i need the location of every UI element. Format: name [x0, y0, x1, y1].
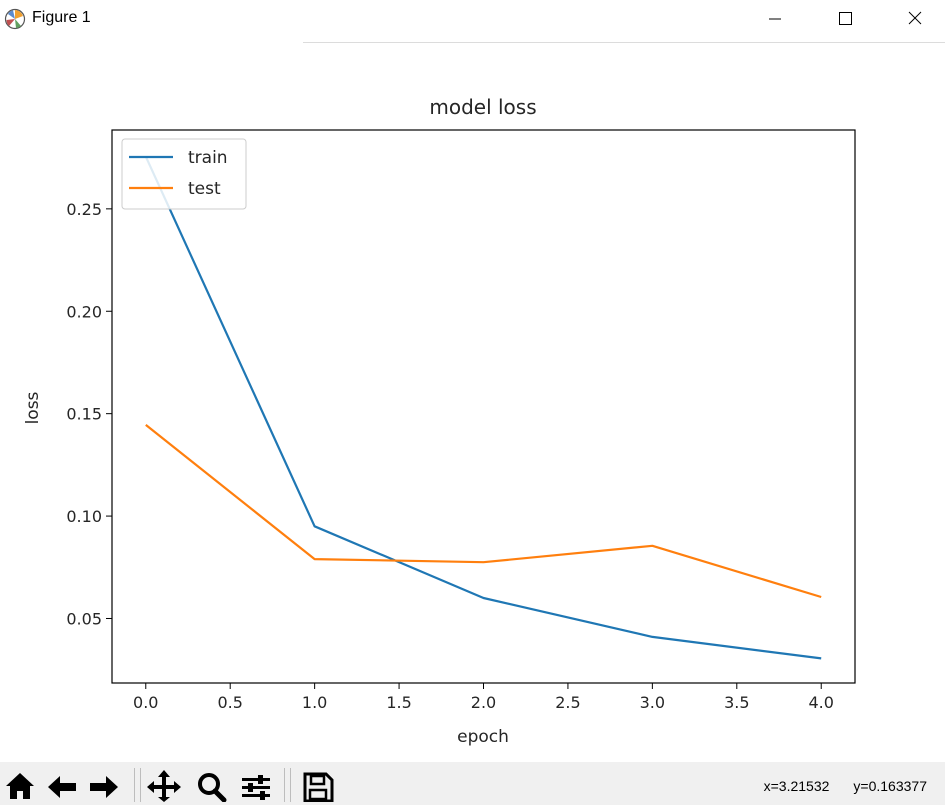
- x-tick-label: 0.5: [217, 693, 242, 712]
- toolbar-separator: [140, 768, 141, 802]
- x-tick-label: 0.0: [133, 693, 158, 712]
- cursor-y-readout: y=0.163377: [853, 778, 927, 794]
- window-title: Figure 1: [32, 9, 91, 26]
- y-tick-label: 0.15: [66, 405, 102, 424]
- chart-title: model loss: [429, 95, 536, 119]
- maximize-button[interactable]: [822, 0, 868, 38]
- y-axis-label: loss: [23, 391, 43, 424]
- x-tick-label: 3.0: [640, 693, 665, 712]
- y-tick-label: 0.20: [66, 302, 102, 321]
- cursor-x-readout: x=3.21532: [763, 778, 830, 794]
- x-tick-label: 3.5: [724, 693, 749, 712]
- y-axis: 0.05 0.10 0.15 0.20 0.25: [66, 200, 112, 628]
- back-arrow-icon[interactable]: [44, 766, 80, 802]
- legend-label-train: train: [188, 148, 228, 168]
- x-tick-label: 1.0: [302, 693, 327, 712]
- title-bar-divider: [303, 42, 945, 43]
- x-tick-label: 1.5: [386, 693, 411, 712]
- close-button[interactable]: [892, 0, 938, 38]
- zoom-icon[interactable]: [194, 766, 230, 802]
- y-tick-label: 0.10: [66, 507, 102, 526]
- title-bar: Figure 1: [0, 0, 945, 42]
- pan-icon[interactable]: [146, 766, 182, 802]
- configure-subplots-icon[interactable]: [238, 766, 274, 802]
- x-axis: 0.0 0.5 1.0 1.5 2.0 2.5 3.0 3.5 4.0: [133, 683, 834, 712]
- home-icon[interactable]: [2, 766, 38, 802]
- minimize-button[interactable]: [752, 0, 798, 38]
- forward-arrow-icon[interactable]: [86, 766, 122, 802]
- legend-label-test: test: [188, 179, 221, 199]
- series-line-train: [144, 156, 822, 660]
- series-line-test: [145, 424, 822, 599]
- matplotlib-app-icon: [4, 8, 26, 30]
- toolbar-separator: [134, 768, 135, 802]
- x-tick-label: 2.5: [555, 693, 580, 712]
- x-tick-label: 2.0: [471, 693, 496, 712]
- series-lines: [144, 156, 822, 660]
- plot-frame: [111, 129, 856, 684]
- toolbar-separator: [284, 768, 285, 802]
- cursor-coordinates: x=3.21532 y=0.163377: [740, 778, 927, 794]
- x-tick-label: 4.0: [809, 693, 834, 712]
- line-chart: model loss 0.0 0.5 1.0 1.5 2.0 2.5 3.0 3.5 4.0 0…: [23, 95, 856, 747]
- legend: train test: [121, 138, 247, 210]
- x-axis-label: epoch: [457, 727, 509, 747]
- y-tick-label: 0.25: [66, 200, 102, 219]
- y-tick-label: 0.05: [66, 609, 102, 628]
- save-icon[interactable]: [300, 766, 336, 802]
- navigation-toolbar: [0, 762, 945, 805]
- toolbar-separator: [290, 768, 291, 802]
